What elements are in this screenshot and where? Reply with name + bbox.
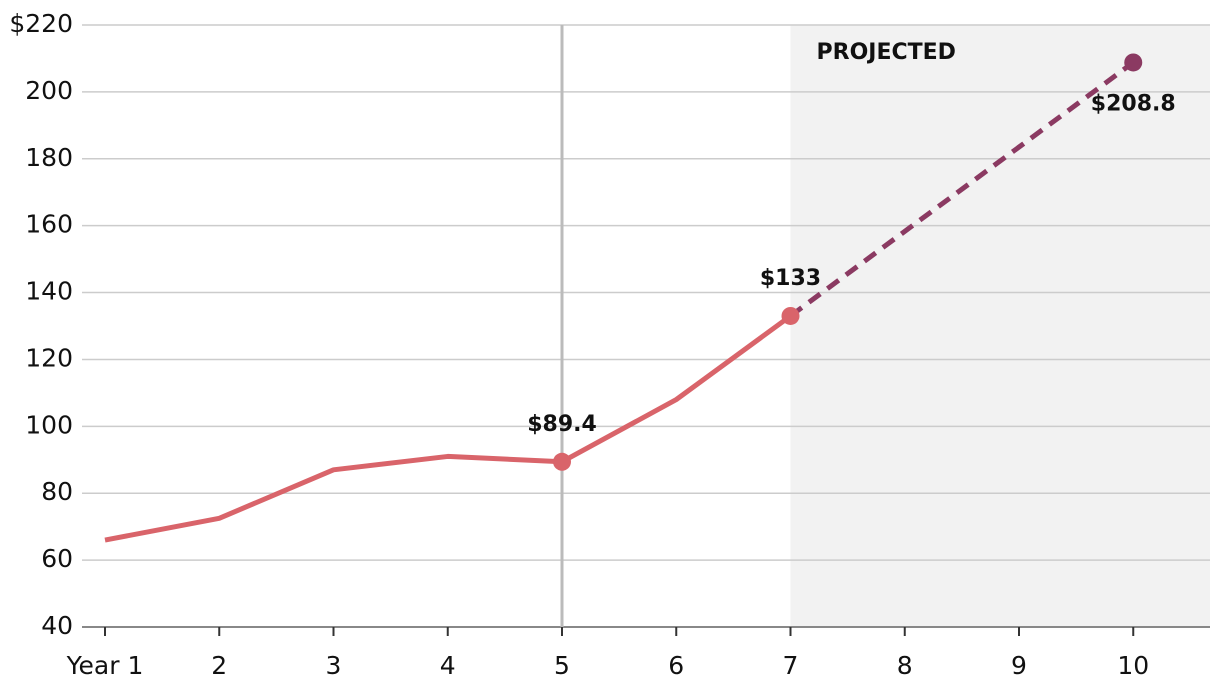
x-tick-label: 8 — [897, 651, 913, 680]
y-tick-label: 160 — [25, 210, 73, 239]
y-tick-label: $220 — [9, 9, 73, 38]
y-tick-label: 40 — [41, 611, 73, 640]
y-tick-label: 200 — [25, 76, 73, 105]
projected-region — [790, 25, 1210, 627]
x-tick-label: 4 — [440, 651, 456, 680]
data-label: $89.4 — [527, 412, 597, 437]
x-tick-label: 7 — [783, 651, 799, 680]
data-label: $133 — [760, 266, 821, 291]
x-tick-label: 6 — [668, 651, 684, 680]
y-tick-label: 140 — [25, 277, 73, 306]
y-tick-label: 120 — [25, 343, 73, 372]
x-tick-label: Year 1 — [66, 651, 144, 680]
x-tick-label: 9 — [1011, 651, 1027, 680]
x-tick-label: 10 — [1117, 651, 1149, 680]
y-tick-label: 180 — [25, 143, 73, 172]
x-tick-label: 5 — [554, 651, 570, 680]
y-tick-label: 60 — [41, 544, 73, 573]
data-point — [553, 452, 571, 471]
background-layer — [790, 25, 1210, 627]
annotation: PROJECTED — [817, 40, 956, 65]
y-tick-label: 100 — [25, 410, 73, 439]
x-tick-label: 3 — [326, 651, 342, 680]
data-point — [1124, 53, 1143, 72]
data-label: $208.8 — [1091, 91, 1176, 116]
series-line — [789, 60, 1135, 318]
data-point — [781, 306, 800, 325]
series-line — [104, 313, 792, 543]
y-tick-label: 80 — [41, 477, 73, 506]
x-tick-label: 2 — [211, 651, 227, 680]
